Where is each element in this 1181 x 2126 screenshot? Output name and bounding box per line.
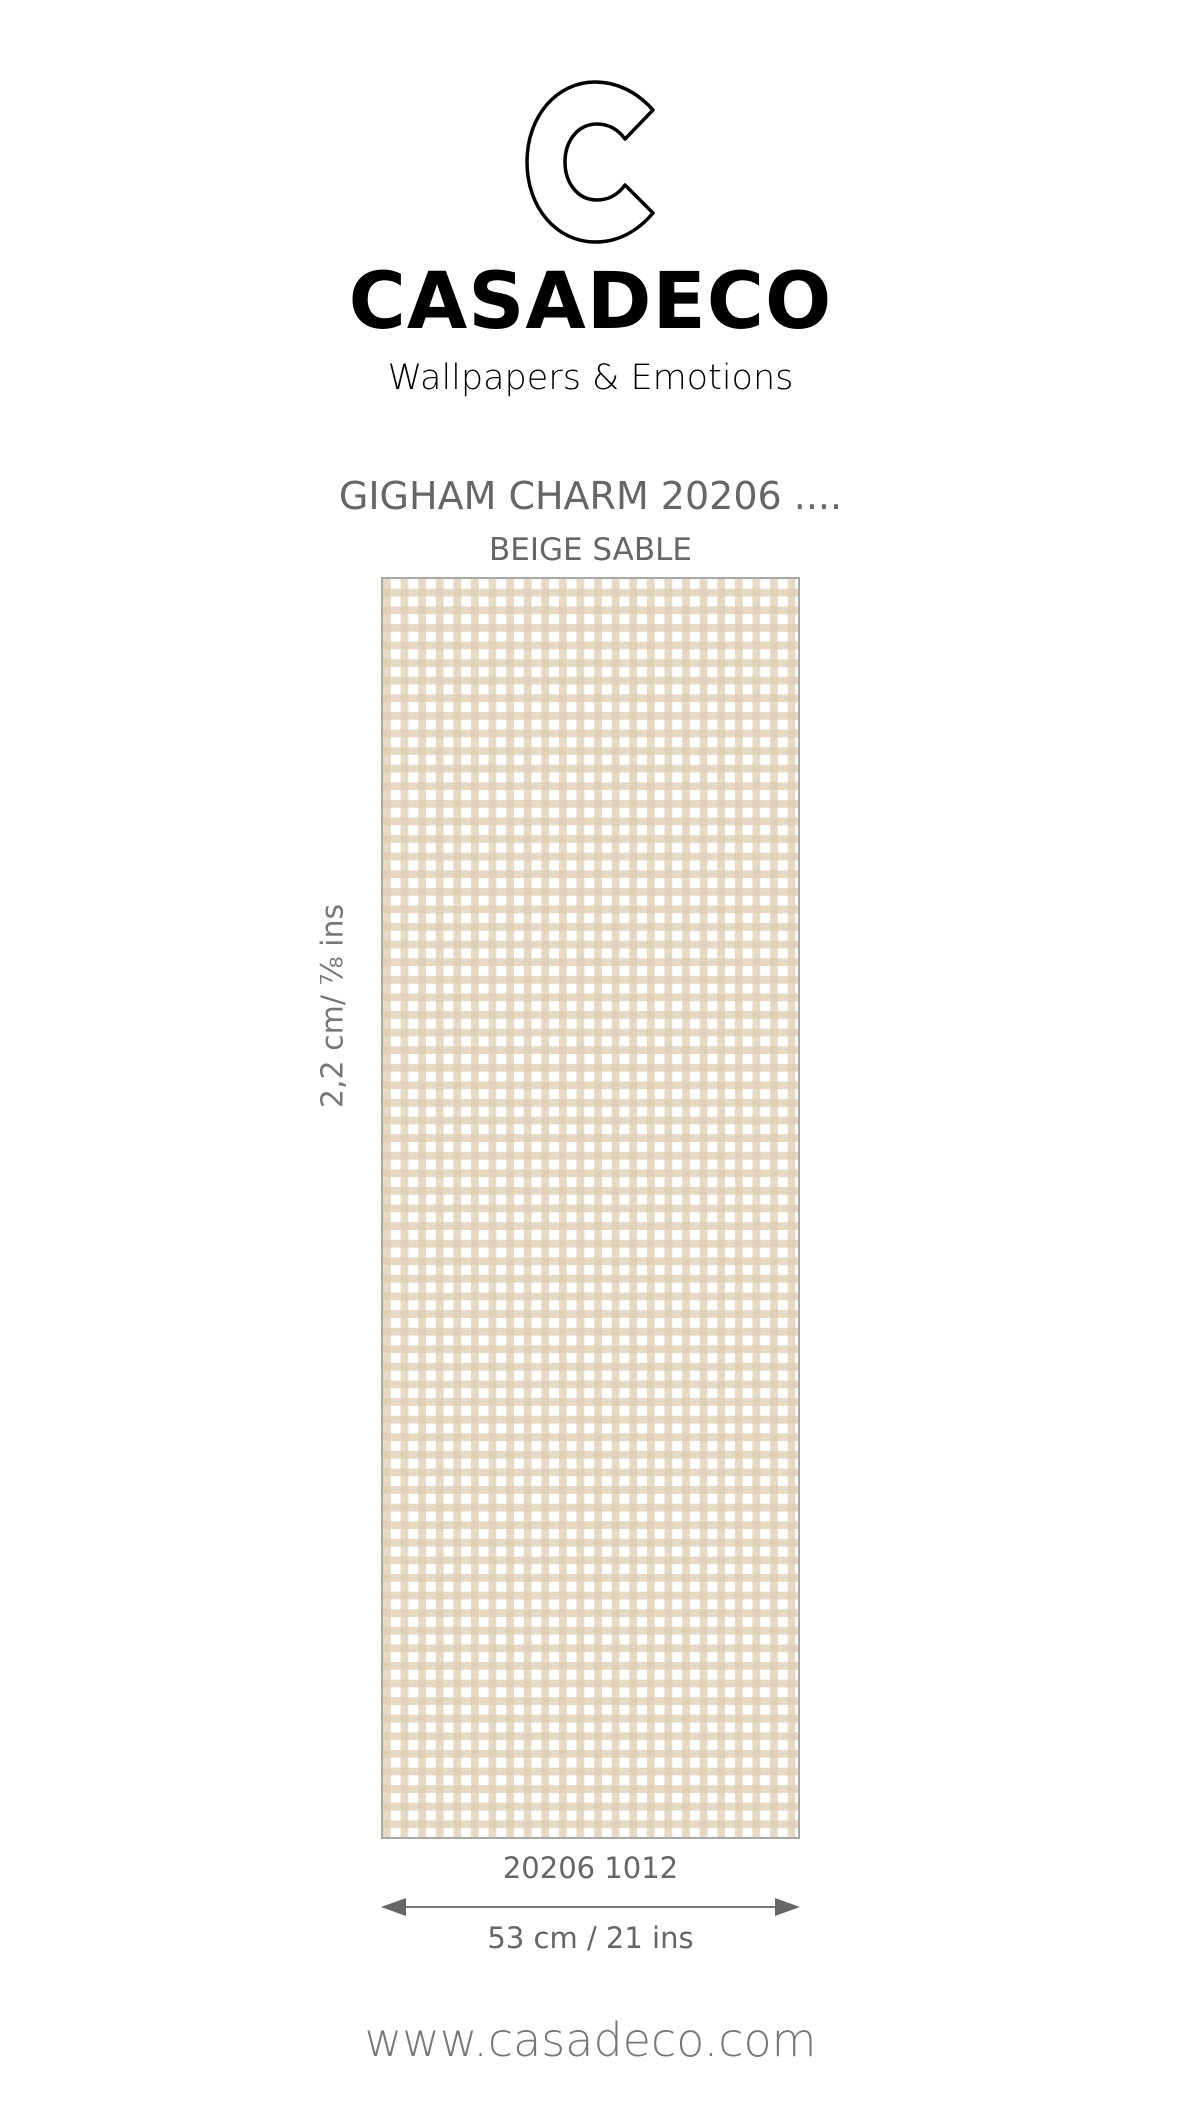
website-link[interactable]: www.casadeco.com [364, 2013, 817, 2067]
product-color-name: BEIGE SABLE [488, 532, 693, 568]
casadeco-logo-icon [525, 80, 655, 244]
brand-tagline: Wallpapers & Emotions [387, 358, 794, 398]
product-width: 53 cm / 21 ins [487, 1921, 694, 1955]
product-title: GIGHAM CHARM 20206 .... [338, 474, 843, 518]
width-dimension-arrow-icon [381, 1898, 800, 1916]
wallpaper-pattern-preview [381, 577, 800, 1839]
repeat-height-label: 2,2 cm/ ⅞ ins [315, 903, 351, 1109]
product-code: 20206 1012 [502, 1851, 679, 1885]
brand-name: CASADECO [348, 257, 833, 347]
